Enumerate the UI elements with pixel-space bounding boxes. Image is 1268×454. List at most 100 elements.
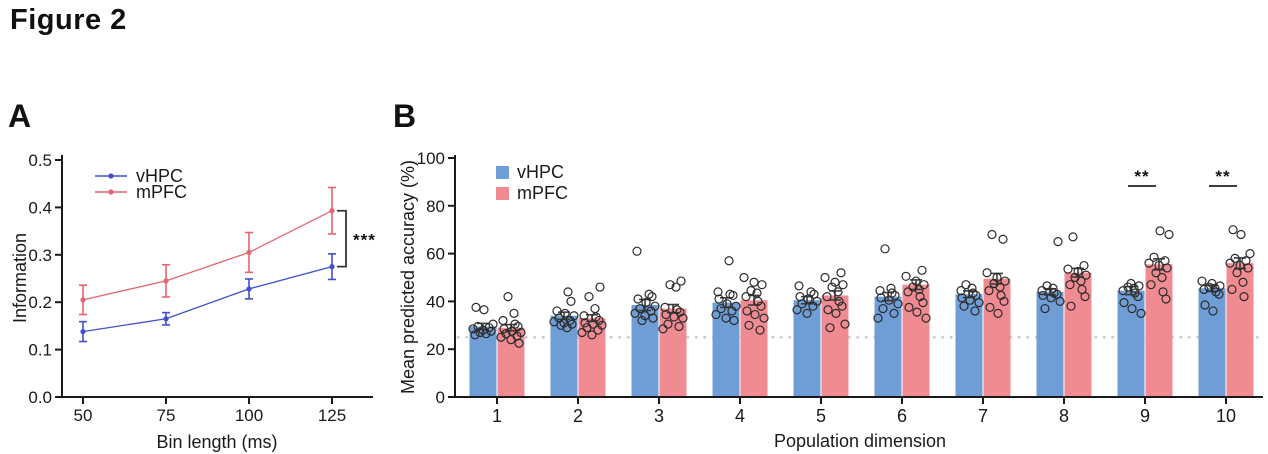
vhpc-marker	[163, 316, 169, 322]
data-point	[820, 272, 830, 283]
vhpc-bar-dim6	[874, 296, 902, 397]
data-point	[806, 287, 816, 297]
panel-b-label: B	[393, 98, 417, 134]
data-point	[755, 325, 765, 335]
data-point	[644, 289, 654, 299]
data-point	[911, 276, 921, 286]
data-point	[577, 327, 587, 338]
data-point	[1200, 300, 1210, 310]
data-point	[834, 296, 844, 306]
data-point	[827, 282, 837, 292]
panel-b-x-axis-title: Population dimension	[774, 431, 946, 451]
data-point	[671, 282, 681, 292]
y-tick-label: 0	[436, 388, 445, 407]
x-tick-label: 3	[654, 406, 664, 426]
data-point	[919, 280, 929, 290]
vhpc-bar-dim7	[955, 294, 983, 397]
data-point	[579, 311, 589, 321]
vhpc-bar-dim2	[550, 315, 578, 397]
data-point	[633, 294, 643, 304]
data-point	[1144, 258, 1154, 268]
data-point	[752, 288, 762, 298]
x-tick-label: 7	[978, 406, 988, 426]
data-point	[1149, 252, 1159, 262]
x-tick-label: 100	[235, 406, 263, 425]
data-point	[675, 307, 685, 317]
data-point	[1199, 284, 1209, 295]
panel-a-line-chart: Information Bin length (ms) 0.0 0.1 0.2 0.3…	[10, 151, 375, 452]
data-point	[509, 308, 519, 318]
legend-swatch-mpfc	[496, 187, 509, 200]
data-point	[1081, 270, 1091, 280]
mpfc-bar-dim10	[1226, 263, 1254, 397]
data-point	[724, 256, 734, 266]
legend-label-vhpc: vHPC	[136, 166, 183, 186]
data-point	[658, 324, 668, 334]
legend-swatch-vhpc	[496, 166, 509, 179]
data-point	[1136, 308, 1146, 318]
data-point	[1245, 248, 1255, 259]
data-point	[1063, 264, 1073, 274]
data-point	[580, 318, 590, 328]
data-point	[1000, 276, 1010, 286]
data-point	[833, 287, 843, 297]
data-point	[792, 305, 802, 315]
y-tick-label: 0.5	[28, 151, 52, 170]
data-point	[672, 305, 682, 315]
data-point	[1207, 278, 1217, 289]
y-tick-label: 60	[426, 245, 445, 264]
data-point	[739, 272, 749, 283]
data-point	[887, 288, 897, 298]
mpfc-bar-dim6	[902, 284, 930, 397]
data-point	[714, 294, 724, 304]
data-point	[831, 308, 841, 318]
data-point	[650, 301, 660, 311]
data-point	[992, 272, 1002, 283]
data-point	[630, 308, 640, 318]
data-point	[641, 297, 651, 308]
legend-marker-mpfc	[108, 189, 114, 195]
data-point	[836, 268, 846, 278]
data-point	[1040, 303, 1050, 314]
data-point	[825, 323, 835, 333]
data-point	[1157, 272, 1167, 283]
data-point	[1130, 288, 1140, 298]
data-point	[468, 324, 478, 334]
data-point	[741, 292, 751, 302]
data-point	[1079, 260, 1089, 271]
panel-b-y-axis-title: Mean predicted accuracy (%)	[398, 160, 418, 394]
data-point	[901, 271, 911, 281]
data-point	[880, 244, 890, 254]
data-point	[501, 329, 511, 339]
data-point	[921, 313, 931, 323]
data-point	[479, 305, 489, 315]
y-tick-label: 40	[426, 292, 445, 311]
data-point	[1208, 306, 1218, 316]
data-point	[635, 303, 645, 314]
data-point	[746, 286, 756, 296]
data-point	[837, 301, 847, 311]
data-point	[590, 303, 600, 314]
data-point	[560, 308, 570, 318]
legend-label-vhpc: vHPC	[517, 162, 564, 182]
data-point	[1228, 225, 1238, 235]
data-point	[1241, 256, 1251, 266]
data-point	[875, 286, 885, 296]
data-point	[959, 301, 969, 311]
data-point	[1164, 229, 1174, 240]
data-point	[1238, 277, 1248, 287]
data-point	[665, 280, 675, 290]
mpfc-marker	[246, 249, 252, 256]
legend-label-mpfc: mPFC	[136, 182, 187, 202]
mpfc-marker	[329, 208, 335, 214]
data-point	[1227, 284, 1237, 295]
mpfc-bar-dim9	[1145, 264, 1173, 397]
data-point	[1126, 278, 1136, 289]
data-point	[903, 287, 913, 297]
data-point	[552, 306, 562, 316]
data-point	[729, 315, 739, 326]
data-point	[640, 311, 650, 321]
vhpc-marker	[246, 286, 252, 292]
data-point	[1225, 258, 1235, 268]
